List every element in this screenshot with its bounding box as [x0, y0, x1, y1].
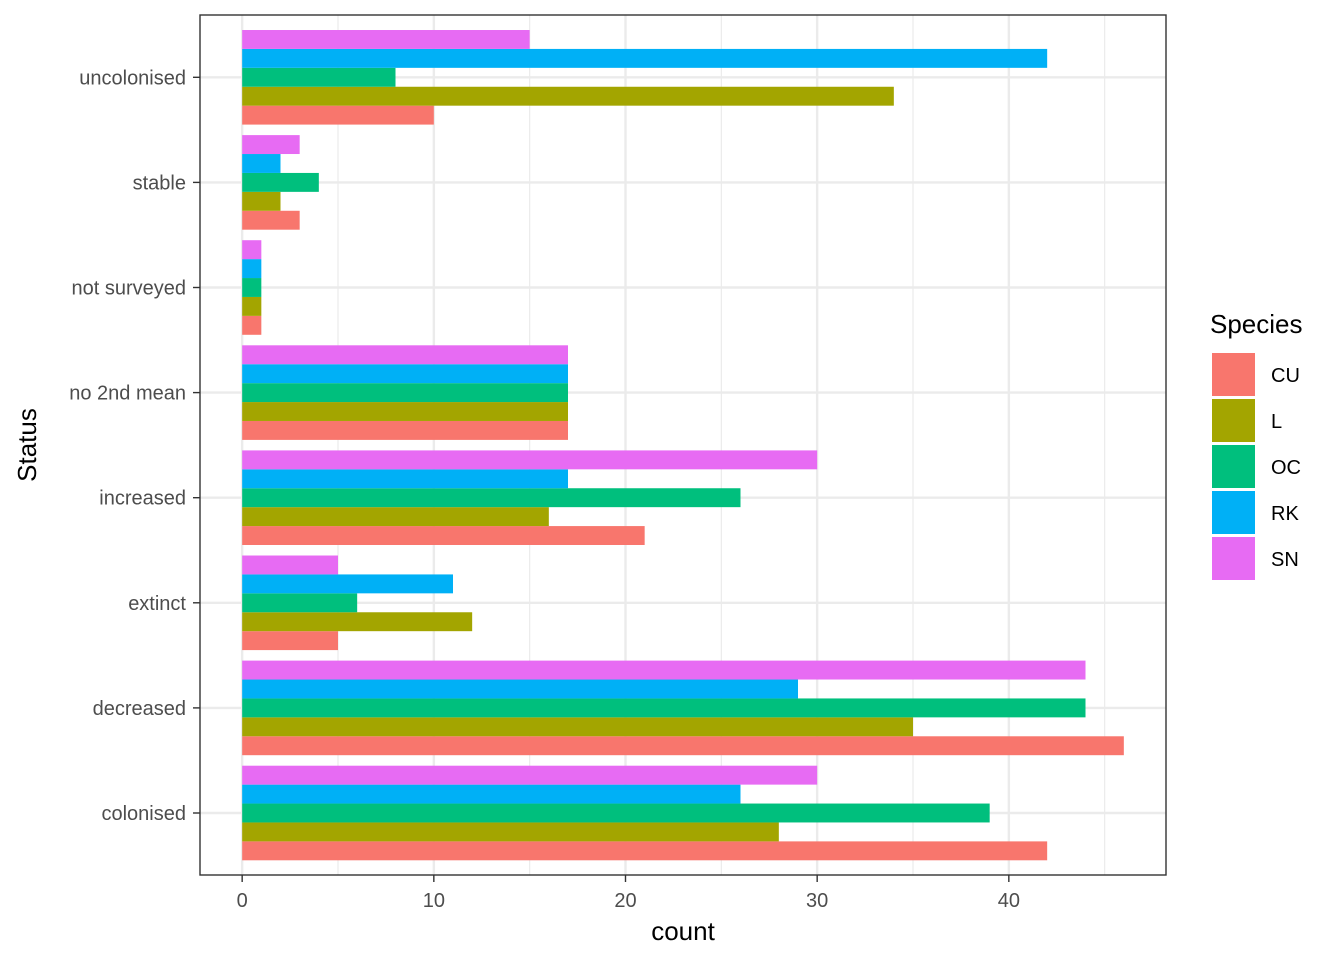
bar — [242, 450, 818, 470]
bar — [242, 488, 741, 508]
legend-label: SN — [1271, 549, 1299, 571]
bar — [242, 191, 281, 211]
bar — [242, 383, 568, 403]
bar — [242, 507, 549, 527]
bar — [242, 86, 894, 106]
bar — [242, 841, 1048, 861]
bar — [242, 30, 530, 49]
bar — [242, 698, 1086, 718]
bar — [242, 526, 645, 545]
bar — [242, 765, 818, 785]
y-tick-label: stable — [133, 172, 186, 194]
bar — [242, 105, 434, 125]
bar — [242, 736, 1124, 756]
y-tick-label: increased — [99, 488, 186, 510]
y-tick-label: colonised — [101, 803, 186, 825]
legend-key — [1212, 537, 1255, 580]
bar — [242, 259, 262, 279]
legend-title: Species — [1210, 309, 1303, 339]
x-tick-label: 40 — [998, 890, 1020, 912]
y-tick-label: decreased — [93, 698, 186, 720]
legend-key — [1212, 445, 1255, 488]
plot-panel-border — [199, 14, 1167, 876]
bar — [242, 574, 453, 594]
bar — [242, 593, 358, 613]
x-tick-label: 20 — [614, 890, 636, 912]
x-tick-label: 30 — [806, 890, 828, 912]
bars — [242, 30, 1124, 861]
y-tick-label: not surveyed — [71, 278, 186, 300]
x-tick-label: 10 — [423, 890, 445, 912]
bar — [242, 296, 262, 316]
bar — [242, 67, 396, 87]
bar — [242, 469, 568, 489]
y-tick-label: uncolonised — [79, 67, 186, 89]
bar — [242, 612, 473, 632]
legend-key — [1212, 491, 1255, 534]
x-axis: 0 10 20 30 40 — [237, 875, 1020, 912]
x-axis-title: count — [651, 916, 715, 946]
bar — [242, 679, 798, 699]
bar — [242, 48, 1048, 68]
x-tick-label: 0 — [237, 890, 248, 912]
bar — [242, 345, 568, 365]
bar — [242, 420, 568, 440]
legend-key — [1212, 353, 1255, 396]
legend-label: RK — [1271, 503, 1299, 525]
bar — [242, 784, 741, 804]
bar — [242, 154, 281, 173]
legend-label: L — [1271, 411, 1282, 433]
bar — [242, 135, 300, 155]
y-axis-title: Status — [12, 408, 42, 482]
legend: Species CU L OC RK SN — [1210, 309, 1303, 580]
y-tick-label: no 2nd mean — [69, 383, 186, 405]
bar — [242, 717, 913, 737]
bar — [242, 822, 779, 842]
bar — [242, 555, 338, 575]
bar — [242, 278, 262, 297]
y-axis: colonised decreased extinct increased no 2nd… — [69, 67, 200, 825]
bar — [242, 210, 300, 230]
legend-label: OC — [1271, 457, 1301, 479]
bar — [242, 660, 1086, 680]
bar — [242, 803, 990, 823]
y-tick-label: extinct — [128, 593, 186, 615]
bar — [242, 402, 568, 421]
legend-key — [1212, 399, 1255, 442]
bar — [242, 240, 262, 260]
bar — [242, 172, 319, 192]
legend-label: CU — [1271, 365, 1300, 387]
bar — [242, 631, 338, 651]
bar — [242, 315, 262, 335]
bar — [242, 364, 568, 384]
